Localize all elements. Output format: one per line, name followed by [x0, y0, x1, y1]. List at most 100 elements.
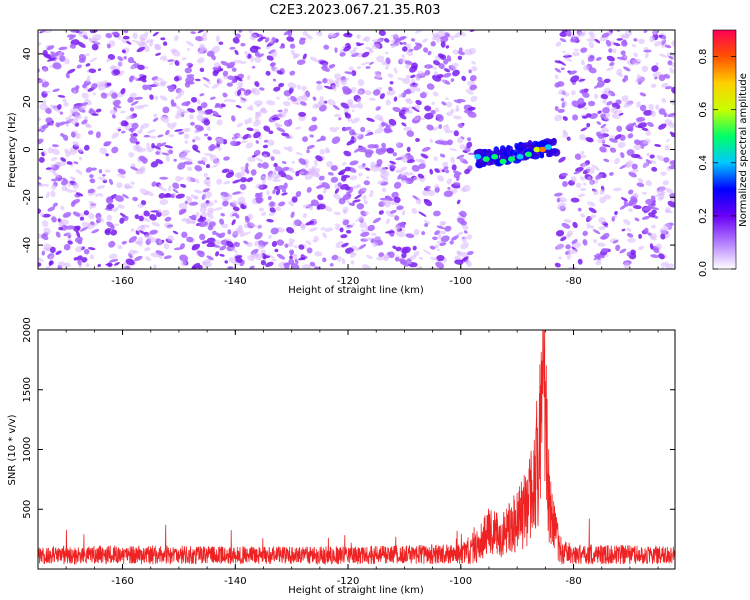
x-tick-label: -160 — [111, 276, 134, 287]
spectrogram-cell — [159, 55, 167, 60]
spectrogram-cell — [158, 192, 166, 199]
spectrogram-cell — [352, 199, 361, 203]
spectrogram-cell — [666, 139, 670, 142]
spectrogram-cell — [424, 70, 431, 76]
spectrogram-cell — [324, 227, 334, 232]
spectrogram-cell — [443, 72, 452, 78]
spectrogram-cell — [372, 217, 381, 224]
spectrogram-cell — [371, 43, 381, 50]
spectrogram-cell — [395, 246, 402, 252]
spectrogram-cell — [171, 193, 175, 199]
spectrogram-cell — [111, 114, 116, 119]
spectrogram-cell — [271, 258, 277, 262]
spectrogram-cell — [347, 222, 356, 229]
spectrogram-cell — [554, 74, 559, 80]
spectrogram-cell — [382, 122, 389, 127]
spectrogram-cell — [410, 78, 416, 83]
spectrogram-cell — [467, 137, 472, 142]
spectrogram-cell — [309, 134, 314, 138]
spectrogram-cell — [624, 161, 632, 169]
spectrogram-cell — [70, 109, 79, 115]
spectrogram-cell — [663, 223, 673, 231]
spectrogram-cell — [112, 99, 121, 106]
signal-cell — [518, 143, 528, 149]
spectrogram-cell — [338, 117, 342, 121]
spectrogram-cell — [170, 99, 175, 105]
spectrogram-cell — [258, 184, 264, 190]
spectrogram-cell — [143, 210, 150, 217]
spectrogram-cell — [156, 142, 162, 148]
spectrogram-cell — [45, 167, 52, 170]
spectrogram-cell — [252, 119, 262, 127]
spectrogram-cell — [271, 66, 279, 73]
spectrogram-cell — [357, 79, 365, 86]
spectrogram-cell — [386, 147, 395, 154]
spectrogram-cell — [175, 193, 185, 199]
spectrogram-cell — [168, 149, 174, 155]
spectrogram-cell — [385, 99, 392, 106]
spectrogram-cell — [426, 124, 434, 131]
spectrogram-cell — [104, 169, 111, 173]
spectrogram-cell — [268, 130, 274, 135]
spectrogram-cell — [623, 262, 631, 269]
spectrogram-cell — [377, 179, 385, 185]
spectrogram-cell — [135, 230, 140, 235]
spectrogram-cell — [650, 110, 656, 117]
spectrogram-cell — [626, 232, 634, 238]
spectrogram-cell — [75, 169, 83, 175]
spectrogram-cell — [556, 81, 565, 87]
spectrogram-cell — [73, 161, 79, 165]
spectrogram-cell — [343, 126, 352, 131]
spectrogram-cell — [600, 235, 608, 240]
spectrogram-cell — [117, 245, 123, 250]
spectrogram-cell — [369, 190, 374, 194]
spectrogram-cell — [270, 156, 275, 161]
spectrogram-cell — [117, 174, 126, 179]
spectrogram-cell — [429, 245, 436, 250]
spectrogram-cell — [83, 248, 90, 255]
spectrogram-cell — [70, 39, 80, 46]
spectrogram-cell — [641, 65, 649, 73]
spectrogram-cell — [284, 243, 289, 248]
spectrogram-cell — [127, 56, 134, 64]
spectrogram-cell — [58, 121, 66, 126]
spectrogram-cell — [312, 96, 317, 101]
spectrogram-cell — [404, 110, 413, 114]
spectrogram-cell — [111, 92, 118, 99]
spectrogram-cell — [248, 117, 253, 124]
spectrogram-cell — [206, 255, 214, 261]
spectrogram-cell — [633, 205, 642, 210]
spectrogram-cell — [417, 173, 425, 179]
spectrogram-cell — [154, 77, 164, 82]
spectrogram-cell — [412, 82, 416, 86]
spectrogram-cell — [609, 147, 617, 153]
spectrogram-cell — [614, 157, 620, 165]
spectrogram-cell — [67, 182, 72, 187]
spectrogram-cell — [151, 221, 161, 227]
spectrogram-cell — [174, 128, 184, 132]
spectrogram-cell — [427, 189, 435, 196]
spectrogram-cell — [289, 255, 293, 260]
y-tick-label: 0 — [22, 146, 33, 152]
colorbar-tick-label: 0.2 — [698, 208, 709, 224]
spectrogram-cell — [589, 225, 594, 229]
spectrogram-cell — [649, 243, 654, 249]
spectrogram-cell — [91, 228, 100, 234]
spectrogram-cell — [319, 148, 325, 155]
spectrogram-cell — [89, 57, 98, 63]
spectrogram-cell — [287, 97, 293, 101]
spectrogram-cell — [99, 147, 108, 155]
spectrogram-cell — [285, 135, 291, 139]
spectrogram-cell — [440, 36, 449, 43]
spectrogram-cell — [411, 106, 420, 113]
spectrogram-cell — [406, 50, 414, 57]
spectrogram-cell — [126, 41, 132, 45]
spectrogram-cell — [434, 168, 440, 173]
spectrogram-cell — [600, 129, 606, 134]
spectrogram-cell — [46, 265, 51, 269]
spectrogram-cell — [593, 189, 599, 196]
spectrogram-cell — [651, 224, 656, 229]
spectrogram-cell — [651, 65, 659, 72]
spectrogram-cell — [327, 78, 335, 83]
spectrogram-cell — [668, 55, 674, 60]
